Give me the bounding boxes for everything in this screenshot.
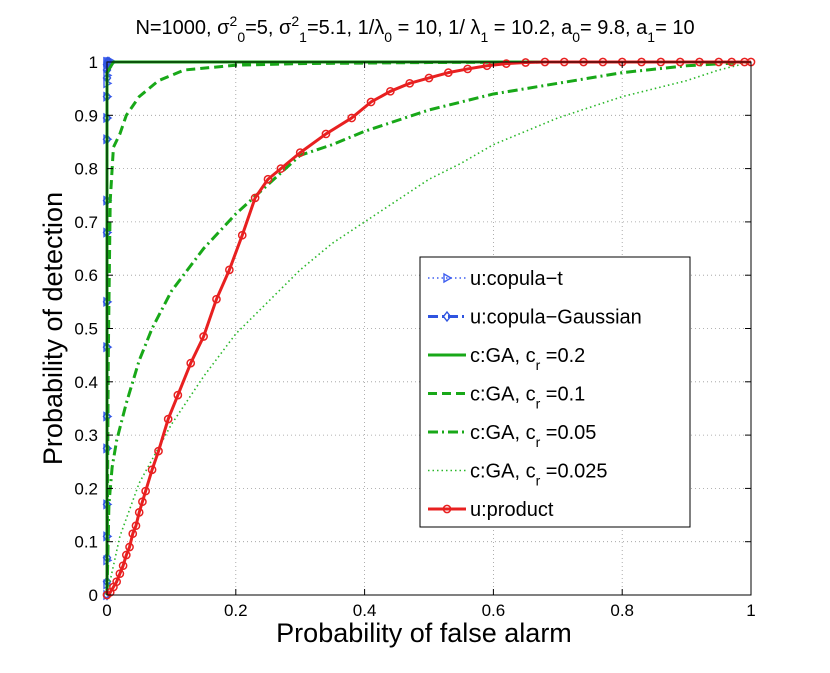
series-line <box>105 60 752 596</box>
data-point <box>115 569 125 579</box>
legend-label: c:GA, cr =0.2 <box>470 345 585 373</box>
x-tick-label: 0.8 <box>610 601 634 620</box>
legend-entry-4: c:GA, cr =0.05 <box>428 422 596 450</box>
legend-entry-3: c:GA, cr =0.1 <box>428 384 585 412</box>
data-point <box>424 73 434 83</box>
y-tick-label: 0 <box>89 586 98 605</box>
y-tick-label: 0.7 <box>74 213 98 232</box>
legend-entry-5: c:GA, cr =0.025 <box>428 461 608 489</box>
data-point <box>103 56 113 68</box>
labels-layer: 0 0.2 0.4 0.6 0.8 1 0 0.1 0.2 0.3 0.4 0.5 0.6 0.7 0.8 0… <box>38 13 756 648</box>
y-tick-label: 0.5 <box>74 320 98 339</box>
data-point <box>131 521 141 531</box>
legend-entry-2: c:GA, cr =0.2 <box>428 345 585 373</box>
legend-entry-1: u:copula−Gaussian <box>428 307 642 329</box>
y-tick-label: 1 <box>89 53 98 72</box>
legend-label: u:copula−Gaussian <box>470 307 642 329</box>
data-point <box>295 148 305 157</box>
y-tick-label: 0.1 <box>74 533 98 552</box>
chart-title: N=1000, σ20=5, σ21=5.1, 1/λ0 = 10, 1/ λ1… <box>135 13 694 45</box>
data-point <box>212 294 221 304</box>
y-tick-label: 0.6 <box>74 266 98 285</box>
data-point <box>125 542 134 552</box>
legend-entry-0: u:copula−t <box>428 268 563 290</box>
data-point <box>366 97 376 107</box>
legend: u:copula−t u:copula−Gaussian c:GA, cr =0.2… <box>419 256 691 528</box>
data-point <box>128 529 138 539</box>
y-tick-label: 0.4 <box>74 373 98 392</box>
y-axis-title: Probability of detection <box>38 192 68 465</box>
y-tick-label: 0.2 <box>74 479 98 498</box>
data-point <box>225 265 234 275</box>
data-point <box>186 358 196 368</box>
legend-label: c:GA, cr =0.1 <box>470 384 585 412</box>
data-point <box>443 68 453 78</box>
axes-layer <box>106 61 752 596</box>
data-point <box>501 59 511 68</box>
y-tick-label: 0.8 <box>74 160 98 179</box>
data-point <box>386 86 395 96</box>
legend-label: u:copula−t <box>470 268 563 290</box>
x-tick-label: 0 <box>102 601 111 620</box>
legend-marker <box>442 310 452 323</box>
data-point <box>138 497 147 507</box>
x-tick-label: 1 <box>746 601 755 620</box>
data-point <box>321 129 331 139</box>
data-point <box>104 56 114 68</box>
legend-marker <box>442 504 452 514</box>
data-point <box>463 64 472 74</box>
data-point <box>276 164 286 173</box>
x-tick-label: 0.2 <box>224 601 248 620</box>
series-5 <box>106 61 752 596</box>
series-4 <box>105 60 752 596</box>
data-point <box>199 332 208 341</box>
data-point <box>173 390 183 400</box>
legend-marker <box>443 272 453 284</box>
data-point <box>134 508 144 517</box>
series-line <box>106 61 752 596</box>
data-point <box>154 446 163 456</box>
data-point <box>112 577 122 587</box>
x-tick-label: 0.6 <box>482 601 506 620</box>
legend-label: c:GA, cr =0.05 <box>470 422 596 450</box>
data-point <box>118 561 128 571</box>
data-point <box>141 486 150 496</box>
data-point <box>521 58 530 67</box>
data-point <box>121 550 131 560</box>
data-point <box>250 193 260 203</box>
data-point <box>405 78 415 88</box>
x-axis-title: Probability of false alarm <box>276 618 572 648</box>
data-point <box>263 174 273 184</box>
data-point <box>347 113 357 123</box>
legend-label: c:GA, cr =0.025 <box>470 461 608 489</box>
x-tick-label: 0.4 <box>353 601 377 620</box>
legend-label: u:product <box>470 499 554 521</box>
legend-entry-6: u:product <box>428 499 554 521</box>
data-point <box>163 414 173 424</box>
y-tick-label: 0.9 <box>74 106 98 125</box>
data-point <box>147 465 157 475</box>
y-tick-label: 0.3 <box>74 426 98 445</box>
data-point <box>237 230 247 240</box>
